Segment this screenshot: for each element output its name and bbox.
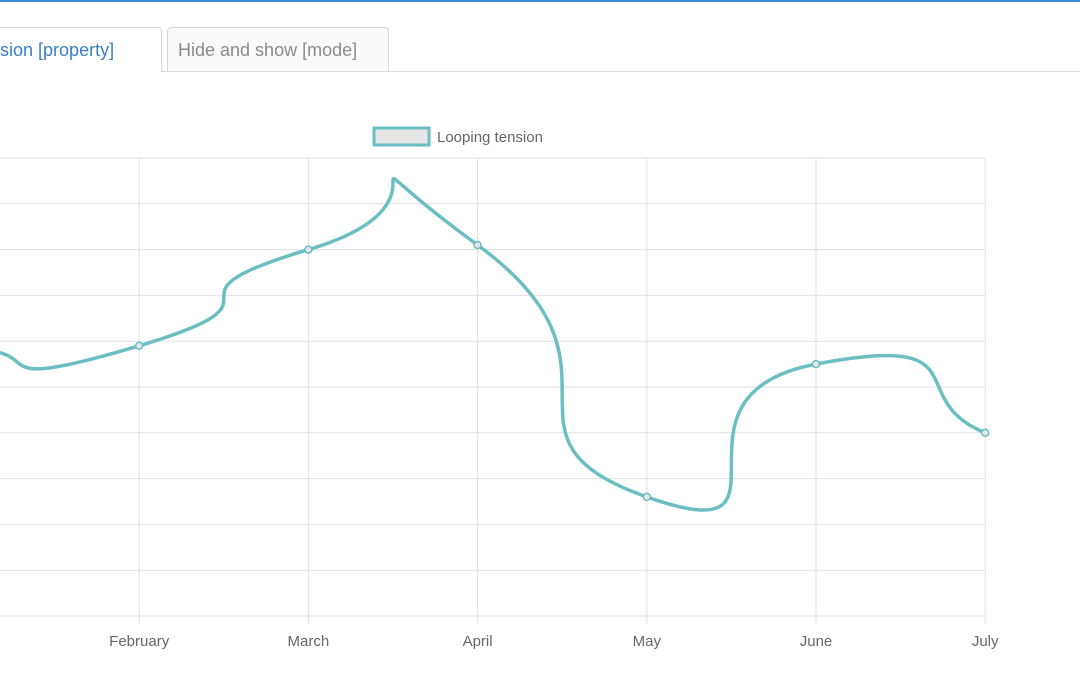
series-line-looping-tension: [0, 177, 987, 512]
x-tick-label-march: March: [288, 633, 330, 650]
top-accent-rule: [0, 0, 1080, 2]
x-tick-label-june: June: [800, 633, 833, 650]
data-point-march: [304, 245, 313, 254]
chart-legend[interactable]: Looping tension: [372, 126, 543, 147]
x-axis-labels: JanuaryFebruaryMarchAprilMayJuneJuly: [109, 633, 999, 650]
legend-label-looping-tension: Looping tension: [437, 129, 543, 146]
series-points: [134, 240, 990, 502]
data-point-may: [642, 492, 652, 502]
data-point-july: [980, 428, 990, 438]
data-point-february: [134, 341, 144, 351]
x-tick-label-april: April: [463, 633, 493, 650]
chart-grid: [0, 157, 986, 624]
x-tick-label-february: February: [109, 633, 170, 650]
x-tick-label-may: May: [633, 633, 662, 650]
legend-swatch-looping-tension: [372, 126, 431, 147]
data-point-april: [473, 240, 482, 250]
tab-tension-property[interactable]: Tension [property]: [0, 27, 162, 72]
data-point-june: [811, 359, 821, 369]
tab-hide-and-show-mode[interactable]: Hide and show [mode]: [167, 27, 389, 71]
tab-bar-underline: [0, 71, 1080, 72]
x-tick-label-july: July: [972, 633, 999, 650]
